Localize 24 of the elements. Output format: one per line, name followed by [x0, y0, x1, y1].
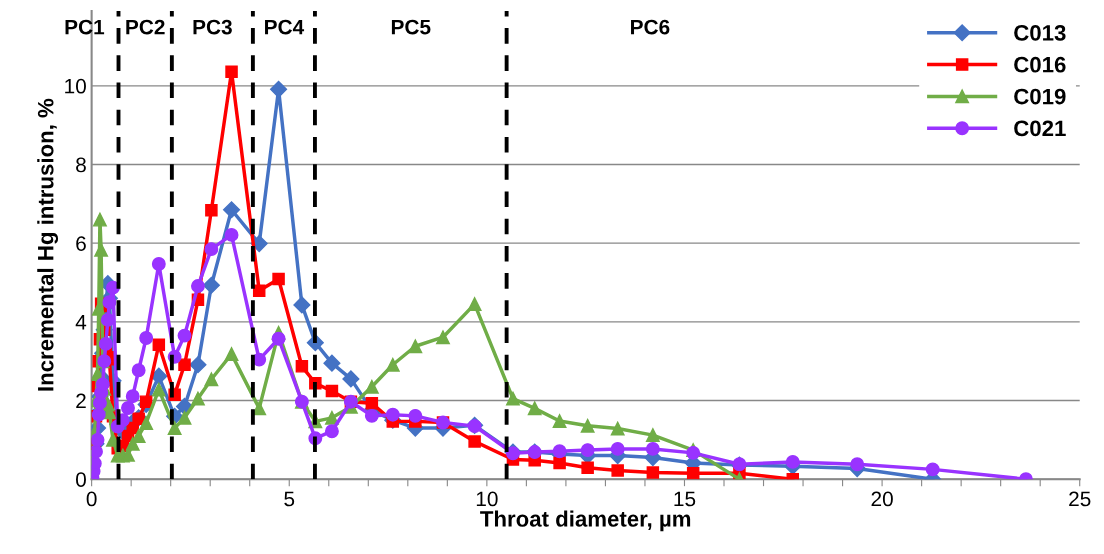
y-tick-label: 2	[76, 393, 86, 409]
annotation: PC2	[126, 19, 165, 35]
y-tick-label: 4	[75, 315, 87, 330]
x-tick-label: 20	[871, 491, 893, 507]
legend-label: C021	[1014, 120, 1066, 137]
y-tick-label: 0	[76, 472, 86, 487]
x-tick-label: 25	[1069, 491, 1091, 507]
annotation: PC6	[631, 19, 670, 35]
legend-label: C013	[1014, 25, 1066, 41]
annotation: PC5	[391, 19, 431, 35]
annotation: PC1	[65, 19, 105, 35]
annotation: PC3	[193, 19, 232, 35]
legend-label: C016	[1014, 56, 1066, 73]
x-tick-label: 10	[476, 491, 498, 507]
legend-label: C019	[1014, 88, 1066, 105]
y-tick-label: 10	[65, 78, 86, 94]
y-axis-title: Incremental Hg intrusion, %	[37, 98, 59, 391]
y-tick-label: 6	[76, 236, 86, 251]
x-axis-title: Throat diameter, µm	[480, 510, 691, 532]
x-tick-label: 5	[284, 491, 295, 507]
x-tick-label: 0	[86, 491, 97, 507]
x-tick-label: 15	[674, 491, 696, 507]
y-tick-label: 8	[76, 157, 86, 173]
annotation: PC4	[265, 19, 305, 35]
